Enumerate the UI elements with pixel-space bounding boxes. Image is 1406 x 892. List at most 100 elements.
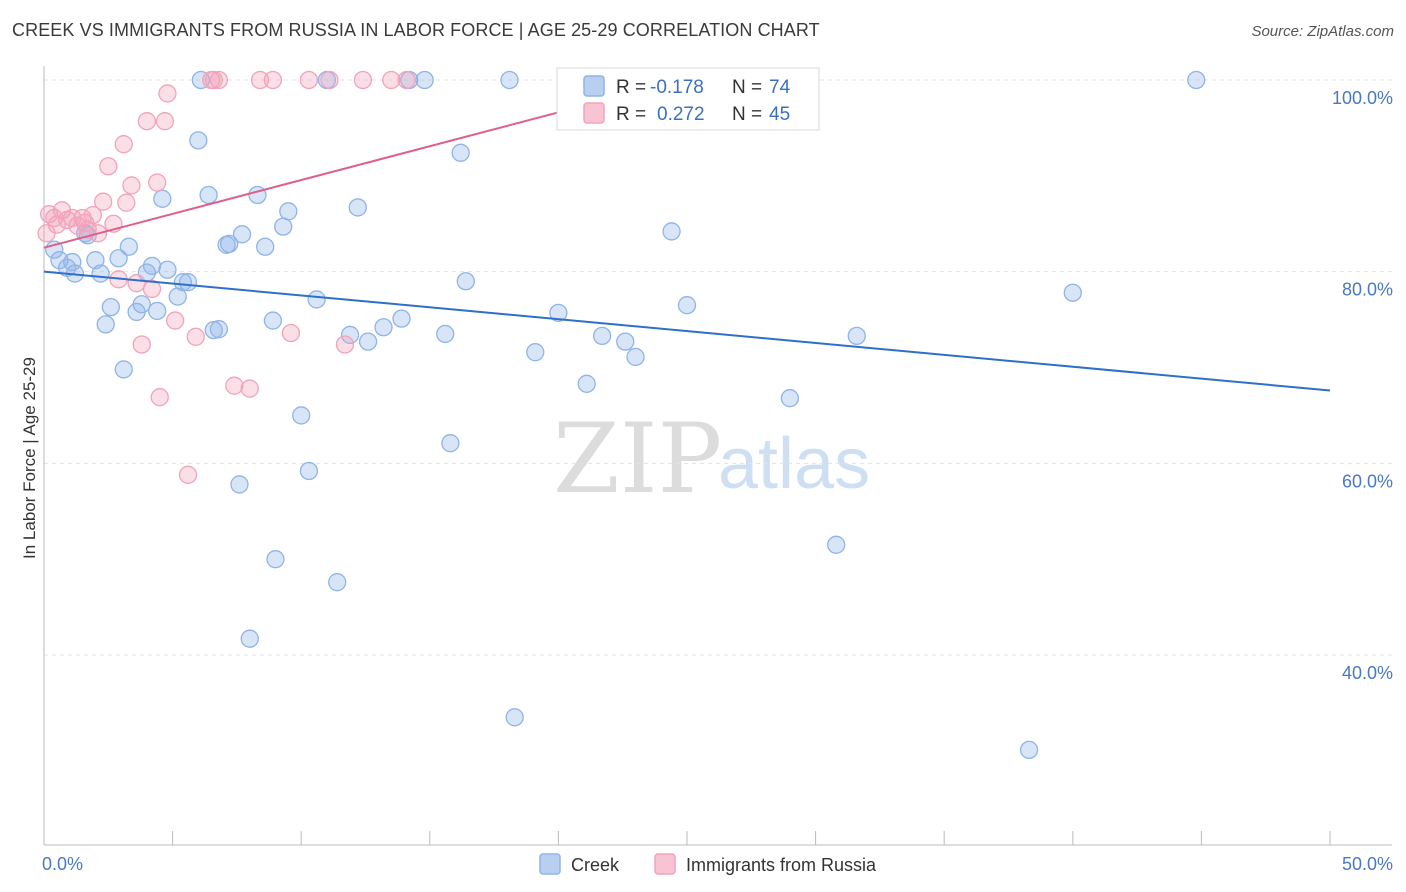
creek-point <box>209 320 229 339</box>
creek-point <box>189 131 208 150</box>
gridlines <box>44 79 1392 656</box>
russia-point <box>240 379 259 398</box>
creek-point <box>256 237 275 256</box>
x-tick-label-max: 50.0% <box>1342 854 1393 874</box>
russia-point <box>155 112 175 131</box>
creek-point <box>178 273 198 292</box>
russia-point <box>225 376 244 395</box>
russia-point <box>83 205 103 225</box>
russia-point <box>142 279 162 299</box>
watermark-atlas: atlas <box>718 424 870 504</box>
russia-point <box>158 84 177 103</box>
creek-point <box>266 550 285 569</box>
creek-point <box>109 249 128 268</box>
y-tick-labels: 100.0% 80.0% 60.0% 40.0% <box>1332 88 1393 683</box>
creek-point <box>441 434 460 453</box>
russia-point <box>397 70 416 90</box>
chart-title: CREEK VS IMMIGRANTS FROM RUSSIA IN LABOR… <box>12 20 820 40</box>
russia-point <box>78 220 97 239</box>
creek-point <box>549 303 568 323</box>
creek-point <box>191 70 211 90</box>
creek-point <box>220 234 239 254</box>
russia-point <box>47 215 67 234</box>
creek-point <box>340 325 360 345</box>
russia-r-label: R = <box>616 104 646 125</box>
legend-russia-swatch <box>654 853 676 875</box>
creek-point <box>230 475 249 494</box>
creek-point <box>199 185 218 205</box>
creek-point <box>451 143 470 162</box>
creek-point <box>307 290 326 309</box>
axes <box>43 66 1392 846</box>
y-axis-label: In Labor Force | Age 25-29 <box>20 357 39 559</box>
creek-point <box>132 295 151 314</box>
stats-legend: R = -0.178 N = 74 R = 0.272 N = 45 <box>556 67 820 131</box>
russia-point <box>382 70 401 90</box>
creek-point <box>526 343 545 362</box>
russia-n-label: N = <box>732 104 762 125</box>
creek-swatch <box>583 75 605 97</box>
y-tick-label: 40.0% <box>1342 663 1393 683</box>
creek-point <box>114 360 133 379</box>
y-tick-label: 80.0% <box>1342 280 1393 300</box>
creek-point <box>232 225 252 244</box>
creek-point <box>500 70 519 90</box>
source-credit: Source: ZipAtlas.com <box>1251 23 1394 40</box>
bottom-legend: Creek Immigrants from Russia <box>539 853 877 875</box>
creek-point <box>456 272 475 291</box>
x-tick-label-min: 0.0% <box>42 854 83 874</box>
creek-point <box>279 202 298 221</box>
creek-point <box>86 251 105 270</box>
creek-point <box>240 629 259 648</box>
creek-point <box>173 273 193 292</box>
russia-point <box>150 388 169 407</box>
russia-point <box>99 157 118 176</box>
watermark-zip: ZIP <box>553 403 722 515</box>
russia-point <box>320 70 339 90</box>
russia-point <box>281 323 301 343</box>
creek-point <box>292 406 311 425</box>
russia-point <box>263 70 283 90</box>
creek-point <box>158 260 177 279</box>
x-tick-labels: 0.0% 50.0% <box>42 854 1393 874</box>
russia-point <box>250 70 270 90</box>
creek-point <box>142 256 162 276</box>
creek-point <box>592 326 612 346</box>
russia-points <box>37 70 416 484</box>
creek-r-label: R = <box>616 77 646 98</box>
creek-point <box>299 461 319 481</box>
creek-point <box>274 217 293 236</box>
creek-n-label: N = <box>732 77 762 98</box>
russia-point <box>166 311 185 330</box>
russia-point <box>186 327 205 346</box>
creek-point <box>63 252 82 272</box>
russia-point <box>178 465 198 484</box>
russia-point <box>94 192 113 211</box>
russia-point <box>209 70 229 90</box>
creek-point <box>263 311 283 330</box>
legend-creek-label: Creek <box>571 855 620 875</box>
russia-point <box>114 135 133 154</box>
creek-point <box>374 318 393 337</box>
creek-point <box>616 332 635 351</box>
russia-point <box>132 335 151 354</box>
russia-point <box>127 274 146 293</box>
russia-point <box>73 208 92 228</box>
creek-n-value: 74 <box>769 77 791 98</box>
russia-r-value: 0.272 <box>657 104 705 125</box>
creek-point <box>827 535 846 554</box>
creek-point <box>780 389 800 408</box>
creek-points <box>45 70 1206 760</box>
creek-point <box>101 297 121 317</box>
y-tick-label: 60.0% <box>1342 471 1393 491</box>
russia-point <box>137 112 157 131</box>
creek-r-value: -0.178 <box>650 77 704 98</box>
creek-point <box>148 301 167 321</box>
creek-point <box>677 296 697 315</box>
creek-point <box>505 708 524 727</box>
creek-point <box>91 264 110 283</box>
creek-point <box>168 287 187 306</box>
russia-point <box>148 173 167 192</box>
creek-point <box>1063 283 1082 302</box>
